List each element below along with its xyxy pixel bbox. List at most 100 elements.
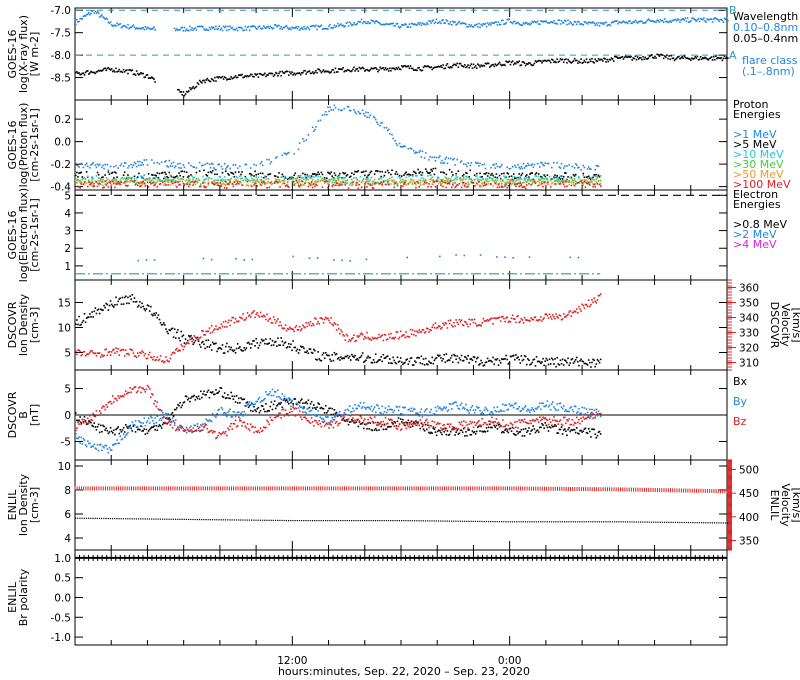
series-point — [366, 68, 368, 71]
series-point — [98, 352, 101, 354]
series-point — [333, 24, 336, 27]
series-point — [508, 167, 511, 170]
series-point — [378, 333, 380, 336]
series-point — [165, 160, 167, 162]
series-point — [508, 180, 511, 182]
series-point — [564, 172, 566, 174]
series-point — [464, 22, 466, 25]
series-point — [78, 349, 80, 352]
series-point — [171, 182, 174, 185]
panel-frame — [74, 189, 728, 281]
series-point — [389, 336, 391, 339]
series-point — [565, 181, 567, 184]
series-point — [147, 186, 150, 188]
series-point — [456, 183, 459, 186]
series-point — [552, 314, 554, 316]
series-point — [149, 181, 152, 183]
series-point — [152, 426, 154, 429]
series-point — [215, 25, 217, 28]
series-point — [156, 180, 159, 182]
series-point — [427, 424, 429, 427]
series-point — [411, 67, 414, 70]
series-point — [154, 314, 156, 316]
series-point — [427, 65, 429, 67]
series-point — [471, 359, 474, 361]
series-point — [281, 327, 284, 329]
series-point — [96, 352, 99, 355]
series-point — [577, 311, 579, 314]
series-point — [572, 60, 575, 62]
series-point — [415, 334, 417, 337]
series-point — [450, 175, 453, 178]
series-point — [545, 424, 548, 427]
series-point — [359, 333, 362, 336]
series-point — [188, 179, 190, 181]
series-point — [524, 187, 527, 190]
series-point — [445, 322, 448, 325]
series-point — [489, 423, 491, 425]
series-point — [244, 405, 247, 407]
series-point — [248, 75, 251, 77]
series-point — [528, 256, 531, 258]
series-point — [262, 314, 265, 317]
series-point — [516, 61, 518, 63]
series-point — [277, 181, 279, 184]
series-point — [310, 72, 313, 75]
series-point — [143, 182, 146, 184]
series-point — [167, 176, 169, 179]
series-point — [407, 335, 410, 338]
series-point — [303, 406, 305, 408]
series-point — [157, 425, 160, 428]
series-point — [399, 26, 402, 28]
series-point — [211, 163, 214, 165]
series-point — [487, 180, 490, 183]
series-point — [608, 24, 611, 26]
series-point — [115, 178, 117, 180]
series-point — [210, 325, 213, 327]
series-point — [510, 61, 513, 64]
series-point — [284, 399, 287, 402]
series-point — [486, 62, 489, 64]
series-point — [211, 27, 214, 29]
series-point — [124, 295, 127, 298]
series-point — [545, 357, 548, 360]
series-point — [297, 185, 300, 187]
series-point — [653, 57, 655, 59]
series-point — [248, 404, 251, 407]
series-point — [362, 178, 365, 180]
series-point — [271, 339, 274, 342]
series-point — [91, 179, 93, 181]
series-point — [660, 53, 663, 56]
series-point — [191, 337, 193, 339]
series-point — [542, 21, 544, 23]
series-point — [365, 258, 368, 261]
series-point — [658, 55, 661, 58]
series-point — [334, 323, 337, 325]
series-point — [549, 363, 552, 365]
series-point — [273, 24, 276, 26]
series-point — [222, 321, 225, 323]
series-point — [156, 161, 159, 164]
series-point — [343, 357, 346, 360]
series-point — [393, 181, 395, 184]
series-point — [379, 66, 381, 69]
series-point — [347, 106, 350, 108]
series-point — [529, 23, 531, 26]
series-point — [447, 177, 450, 180]
series-point — [521, 172, 524, 175]
series-point — [483, 163, 486, 166]
series-point — [251, 343, 253, 345]
series-point — [365, 178, 367, 181]
series-point — [719, 57, 721, 60]
series-point — [181, 345, 184, 347]
series-point — [301, 346, 303, 349]
series-point — [521, 359, 524, 362]
series-by — [75, 388, 602, 454]
series-point — [579, 23, 581, 26]
series-point — [230, 391, 232, 394]
series-point — [541, 320, 543, 322]
series-point — [317, 402, 319, 404]
series-point — [315, 174, 317, 176]
series-point — [506, 178, 509, 181]
series-point — [149, 415, 152, 418]
